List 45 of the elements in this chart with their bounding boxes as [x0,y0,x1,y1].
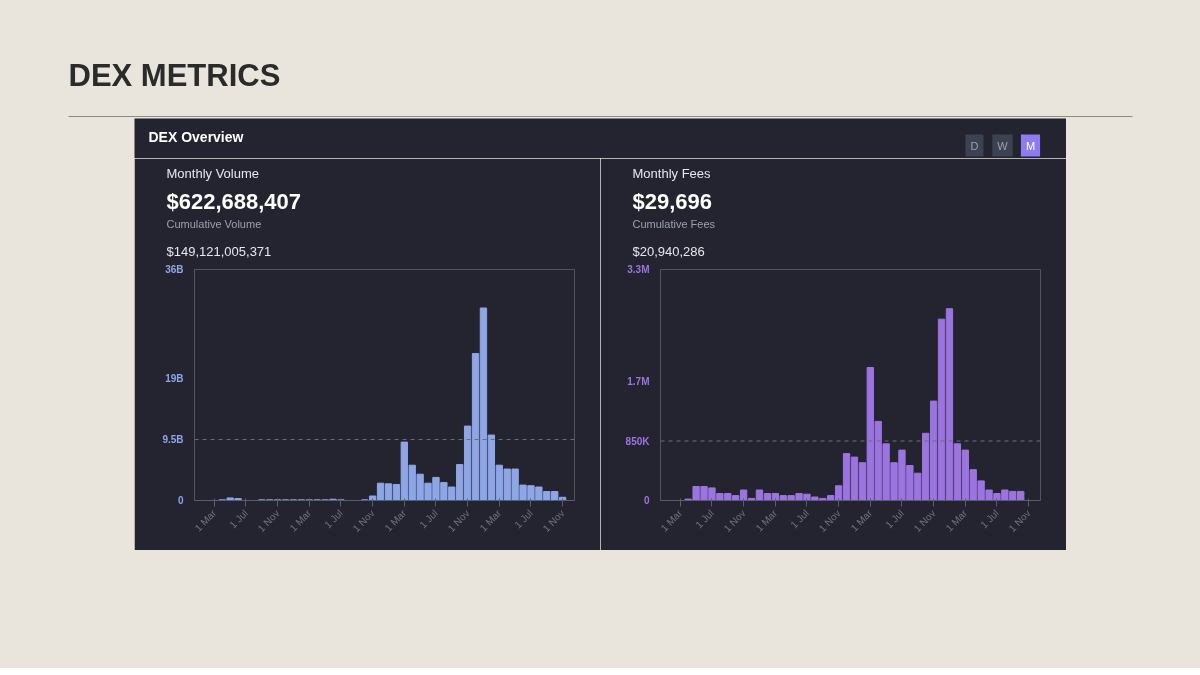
text: DEX Overview [148,128,244,145]
x-tick-label: 1 Mar [382,507,409,534]
y-tick-label: 36B [165,264,184,275]
x-tick-label: 1 Jul [512,507,535,531]
chart-title: Monthly Fees [632,165,712,181]
text: W [997,139,1009,152]
x-tick-label: 1 Nov [445,507,472,535]
x-tick-label: 1 Mar [477,507,504,534]
x-tick-label: 1 Nov [911,507,938,535]
text: Cumulative Volume [166,217,262,230]
x-tick-label: 1 Nov [350,507,377,535]
text: DEX METRICS [68,57,281,93]
x-tick-label: 1 Mar [753,507,780,534]
x-tick-label: 1 Nov [540,507,567,535]
y-tick-label: 0 [643,495,650,506]
text: $29,696 [632,188,713,214]
y-tick-label: 19B [165,373,184,385]
x-tick-label: 1 Mar [848,507,875,534]
x-tick-label: 1 Nov [255,507,282,535]
text: $149,121,005,371 [166,243,272,259]
text: $622,688,407 [166,188,302,214]
y-tick-label: 0 [177,495,184,506]
chart-title: Monthly Volume [166,165,259,181]
x-tick-label: 1 Nov [721,507,748,535]
x-tick-label: 1 Nov [816,507,843,535]
text: D [970,139,979,152]
x-tick-label: 1 Jul [978,507,1001,531]
x-tick-label: 1 Jul [227,507,250,531]
y-tick-label: 1.7M [627,376,650,387]
x-tick-label: 1 Nov [1006,507,1033,535]
x-tick-label: 1 Jul [693,507,716,531]
text: M [1025,139,1036,152]
y-tick-label: 3.3M [627,264,650,275]
x-tick-label: 1 Mar [192,507,219,534]
x-tick-label: 1 Mar [943,507,970,534]
x-tick-label: 1 Jul [788,507,811,531]
x-tick-label: 1 Jul [883,507,906,531]
x-tick-label: 1 Jul [322,507,345,531]
x-tick-label: 1 Mar [287,507,314,534]
text: Cumulative Fees [632,217,716,230]
y-tick-label: 850K [625,435,651,447]
text: $20,940,286 [632,243,705,259]
x-tick-label: 1 Mar [658,507,685,534]
y-tick-label: 9.5B [162,434,184,446]
x-tick-label: 1 Jul [417,507,440,531]
